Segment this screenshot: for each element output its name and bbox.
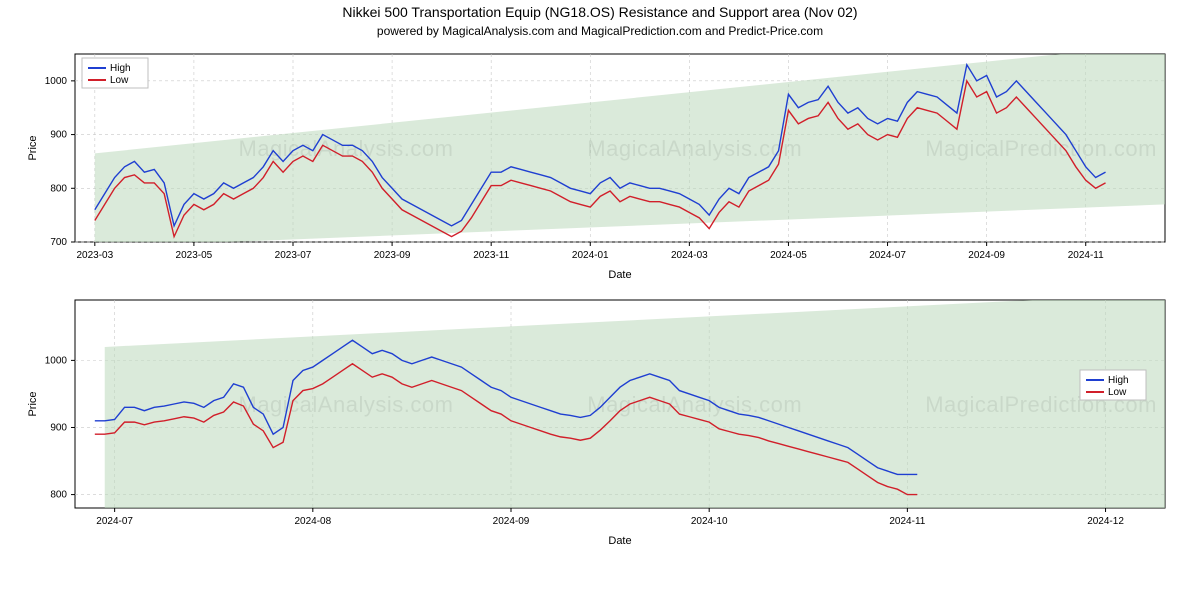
xtick-label: 2024-09 (493, 516, 530, 527)
x-axis-label: Date (608, 269, 631, 281)
ytick-label: 800 (50, 183, 67, 194)
page-title: Nikkei 500 Transportation Equip (NG18.OS… (0, 4, 1200, 20)
ytick-label: 700 (50, 237, 67, 248)
xtick-label: 2024-01 (572, 250, 609, 261)
watermark: MagicalAnalysis.com (587, 136, 802, 161)
xtick-label: 2024-10 (691, 516, 728, 527)
y-axis-label: Price (27, 135, 39, 160)
xtick-label: 2024-08 (294, 516, 331, 527)
xtick-label: 2024-12 (1087, 516, 1124, 527)
page-subtitle: powered by MagicalAnalysis.com and Magic… (0, 24, 1200, 38)
xtick-label: 2024-07 (96, 516, 133, 527)
legend-low-label: Low (1108, 387, 1127, 398)
xtick-label: 2023-05 (176, 250, 213, 261)
legend-high-label: High (1108, 375, 1129, 386)
xtick-label: 2024-03 (671, 250, 708, 261)
ytick-label: 1000 (45, 76, 68, 87)
watermark: MagicalAnalysis.com (239, 392, 454, 417)
chart-bottom: 800 900 1000 2024-07 2024-08 2024-09 2024-10 20… (20, 290, 1180, 550)
xtick-label: 2024-07 (869, 250, 906, 261)
legend-low-label: Low (110, 75, 129, 86)
ytick-label: 900 (50, 422, 67, 433)
xtick-label: 2024-11 (889, 516, 925, 527)
y-axis-label: Price (27, 391, 39, 416)
xtick-label: 2023-11 (473, 250, 509, 261)
xtick-label: 2024-11 (1068, 250, 1104, 261)
chart-top: 700 800 900 1000 2023-03 2023-05 2023-07 2023-0… (20, 44, 1180, 284)
xtick-label: 2024-05 (770, 250, 807, 261)
watermark: MagicalPrediction.com (925, 136, 1157, 161)
xtick-label: 2023-09 (374, 250, 411, 261)
ytick-label: 1000 (45, 355, 68, 366)
ytick-label: 800 (50, 490, 67, 501)
legend-high-label: High (110, 63, 131, 74)
xtick-label: 2024-09 (968, 250, 1005, 261)
x-axis-label: Date (608, 535, 631, 547)
xtick-label: 2023-07 (275, 250, 312, 261)
xtick-label: 2023-03 (76, 250, 113, 261)
ytick-label: 900 (50, 130, 67, 141)
watermark: MagicalAnalysis.com (239, 136, 454, 161)
